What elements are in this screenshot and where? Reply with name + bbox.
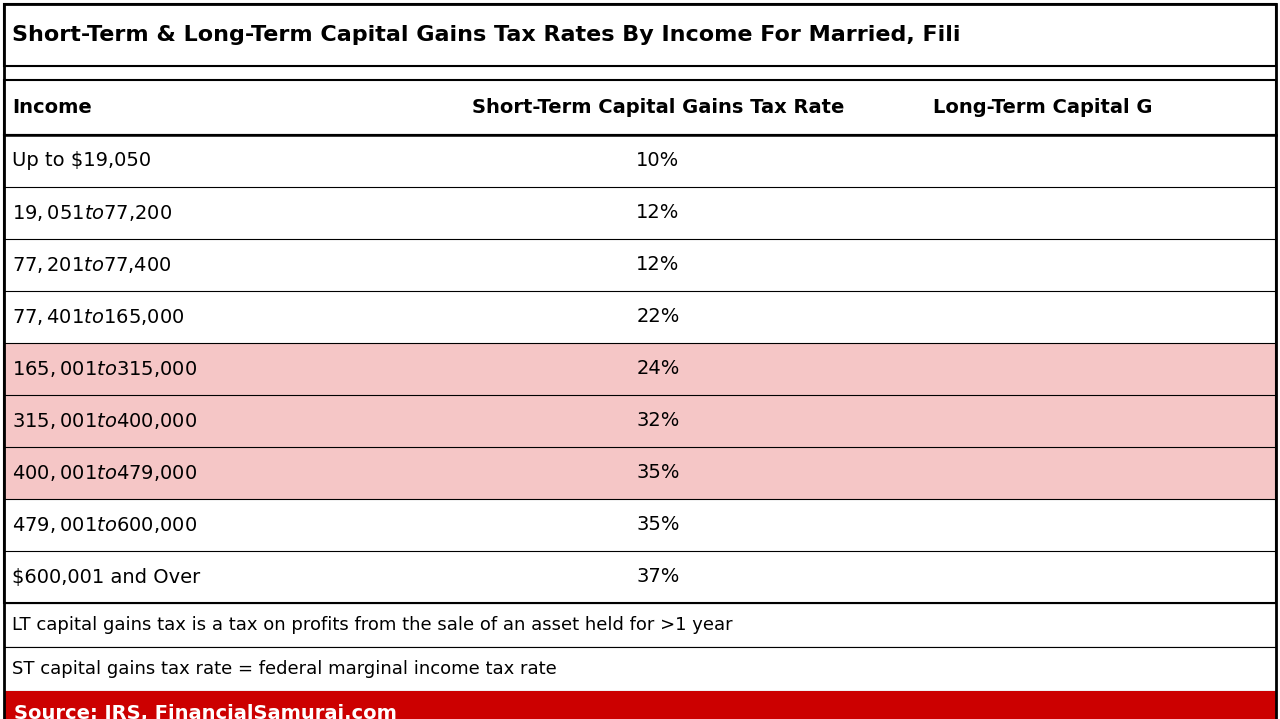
Bar	[4, 447, 1276, 499]
Bar	[4, 499, 1276, 551]
Bar	[4, 343, 1276, 395]
Text: $400,001 to $479,000: $400,001 to $479,000	[12, 463, 197, 483]
Text: Source: IRS, FinancialSamurai.com: Source: IRS, FinancialSamurai.com	[14, 705, 397, 719]
Text: $19,051 to $77,200: $19,051 to $77,200	[12, 203, 172, 223]
Bar	[4, 551, 1276, 603]
Text: 12%: 12%	[636, 203, 680, 222]
Text: 22%: 22%	[636, 308, 680, 326]
Text: 12%: 12%	[636, 255, 680, 275]
Text: $77,401 to $165,000: $77,401 to $165,000	[12, 307, 184, 327]
Text: Short-Term Capital Gains Tax Rate: Short-Term Capital Gains Tax Rate	[472, 98, 845, 117]
Text: 32%: 32%	[636, 411, 680, 431]
Text: 24%: 24%	[636, 360, 680, 378]
Text: Long-Term Capital G: Long-Term Capital G	[933, 98, 1152, 117]
Text: 35%: 35%	[636, 516, 680, 534]
Text: Income: Income	[12, 98, 92, 117]
Bar	[4, 691, 1276, 719]
Text: 10%: 10%	[636, 152, 680, 170]
Text: $77,201 to $77,400: $77,201 to $77,400	[12, 255, 172, 275]
Text: LT capital gains tax is a tax on profits from the sale of an asset held for >1 y: LT capital gains tax is a tax on profits…	[12, 616, 732, 634]
Text: 37%: 37%	[636, 567, 680, 587]
Bar	[4, 395, 1276, 447]
Text: Short-Term & Long-Term Capital Gains Tax Rates By Income For Married, Fili: Short-Term & Long-Term Capital Gains Tax…	[12, 25, 960, 45]
Text: 35%: 35%	[636, 464, 680, 482]
Text: $479,001 to $600,000: $479,001 to $600,000	[12, 515, 197, 535]
Bar	[4, 239, 1276, 291]
Text: $165,001 to $315,000: $165,001 to $315,000	[12, 359, 197, 379]
Bar	[4, 291, 1276, 343]
Text: ST capital gains tax rate = federal marginal income tax rate: ST capital gains tax rate = federal marg…	[12, 660, 557, 678]
Bar	[4, 66, 1276, 80]
Bar	[4, 603, 1276, 647]
Bar	[4, 80, 1276, 135]
Bar	[4, 647, 1276, 691]
Text: $315,001 to $400,000: $315,001 to $400,000	[12, 411, 197, 431]
Bar	[4, 187, 1276, 239]
Bar	[4, 135, 1276, 187]
Bar	[4, 4, 1276, 66]
Bar	[4, 135, 1276, 603]
Text: $600,001 and Over: $600,001 and Over	[12, 567, 200, 587]
Text: Up to $19,050: Up to $19,050	[12, 152, 151, 170]
